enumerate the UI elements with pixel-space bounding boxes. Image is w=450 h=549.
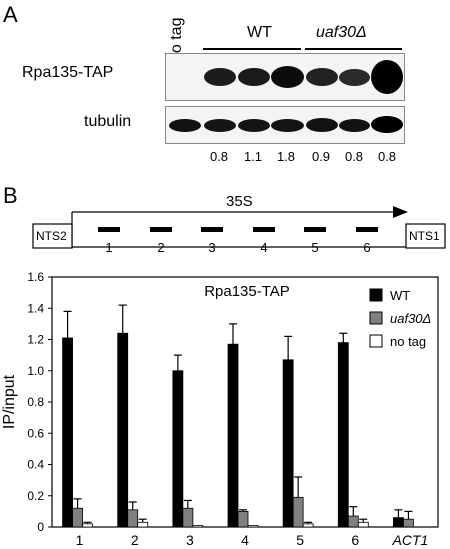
- y-tick-label: 0: [37, 520, 44, 534]
- bar: [347, 515, 359, 528]
- amplicon-bar: [356, 227, 378, 232]
- rpa135-band-wt-3: [271, 66, 304, 88]
- tubulin-band-wt-3: [271, 119, 304, 132]
- legend-swatch: [369, 334, 383, 348]
- x-tick-label: 2: [131, 532, 139, 548]
- chip-bar-chart: 0 0.2 0.4 0.6 0.8 1.0 1.2 1.4 1.6 IP/input Rpa135-…: [1, 270, 439, 548]
- rpa135-band-wt-2: [238, 68, 270, 86]
- amplicon-bar: [150, 227, 172, 232]
- bar: [172, 370, 184, 528]
- tubulin-band-no-tag: [169, 119, 201, 132]
- row-label-tubulin: tubulin: [84, 113, 132, 130]
- nts2-label: NTS2: [36, 229, 67, 243]
- x-tick-label: 1: [76, 532, 84, 548]
- tubulin-blot: [165, 106, 405, 144]
- bar: [292, 496, 304, 528]
- x-tick-label: ACT1: [392, 532, 429, 548]
- rpa135-blot: [165, 53, 405, 101]
- chart-title: Rpa135-TAP: [204, 283, 290, 300]
- amplicon-number: 1: [105, 240, 113, 255]
- y-tick-label: 0.8: [27, 395, 44, 409]
- panel-b-letter: B: [3, 183, 18, 208]
- bar: [82, 523, 93, 528]
- wt-lane-bracket: [203, 48, 301, 50]
- bar: [182, 507, 194, 528]
- x-tick-label: 6: [351, 532, 359, 548]
- tubulin-band-wt-2: [238, 119, 270, 132]
- rpa135-band-uaf30-1: [306, 68, 338, 86]
- bar: [192, 525, 204, 528]
- transcript-35s-label: 35S: [226, 193, 253, 210]
- bar: [117, 332, 129, 528]
- y-tick-label: 1.4: [27, 301, 44, 315]
- tubulin-band-wt-1: [204, 119, 236, 132]
- bar: [357, 521, 369, 528]
- bar: [137, 521, 149, 528]
- bar: [72, 507, 83, 528]
- ratio-value: 0.9: [311, 149, 331, 164]
- x-tick-label: 5: [296, 532, 304, 548]
- rpa135-band-uaf30-2: [339, 69, 370, 86]
- amplicon-number: 3: [208, 240, 216, 255]
- nts2-box: [32, 223, 73, 249]
- tubulin-band-uaf30-3: [371, 116, 403, 133]
- ratio-value: 0.8: [377, 149, 397, 164]
- amplicon-bar: [253, 227, 275, 232]
- x-tick-label: 4: [241, 532, 249, 548]
- tubulin-band-uaf30-1: [306, 118, 338, 132]
- bar: [247, 525, 259, 528]
- rpa135-band-wt-1: [204, 68, 236, 86]
- ratio-value: 1.8: [276, 149, 296, 164]
- bar: [337, 342, 349, 528]
- bar: [237, 510, 249, 528]
- bar: [282, 359, 294, 528]
- y-tick-label: 1.2: [27, 333, 44, 347]
- amplicon-number: 6: [363, 240, 371, 255]
- bar: [127, 509, 139, 528]
- lane-label-uaf30: uaf30Δ: [316, 24, 367, 41]
- bar: [62, 337, 73, 528]
- legend-swatch: [369, 311, 383, 325]
- rpa135-band-uaf30-3: [371, 60, 403, 94]
- amplicon-bar: [201, 227, 223, 232]
- amplicon-number: 2: [157, 240, 165, 255]
- bar: [403, 518, 414, 528]
- tubulin-band-uaf30-2: [339, 119, 370, 132]
- nts1-box: [405, 223, 446, 249]
- y-tick-label: 0.6: [27, 426, 44, 440]
- amplicon-number: 4: [260, 240, 268, 255]
- y-tick-label: 0.4: [27, 458, 44, 472]
- y-tick-label: 1.0: [27, 364, 44, 378]
- ratio-value: 1.1: [243, 149, 263, 164]
- x-tick-label: 3: [186, 532, 194, 548]
- amplicon-bar: [98, 227, 120, 232]
- panel-a-letter: A: [3, 2, 18, 27]
- bar: [227, 343, 239, 528]
- y-tick-label: 1.6: [27, 270, 44, 284]
- row-label-rpa135: Rpa135-TAP: [22, 64, 114, 81]
- legend-label: uaf30Δ: [390, 311, 431, 326]
- legend-swatch: [369, 288, 383, 302]
- y-axis-label: IP/input: [1, 374, 18, 429]
- amplicon-number: 5: [311, 240, 319, 255]
- amplicon-bar: [304, 227, 326, 232]
- legend-label: WT: [390, 288, 410, 303]
- bar: [302, 523, 314, 528]
- y-tick-label: 0.2: [27, 489, 44, 503]
- uaf30-lane-bracket: [305, 48, 402, 50]
- legend-label: no tag: [390, 334, 426, 349]
- nts1-label: NTS1: [409, 229, 440, 243]
- ratio-value: 0.8: [344, 149, 364, 164]
- transcript-arrow-head: [393, 206, 408, 218]
- bar: [393, 517, 404, 528]
- lane-label-wt: WT: [247, 24, 272, 41]
- ratio-value: 0.8: [209, 149, 229, 164]
